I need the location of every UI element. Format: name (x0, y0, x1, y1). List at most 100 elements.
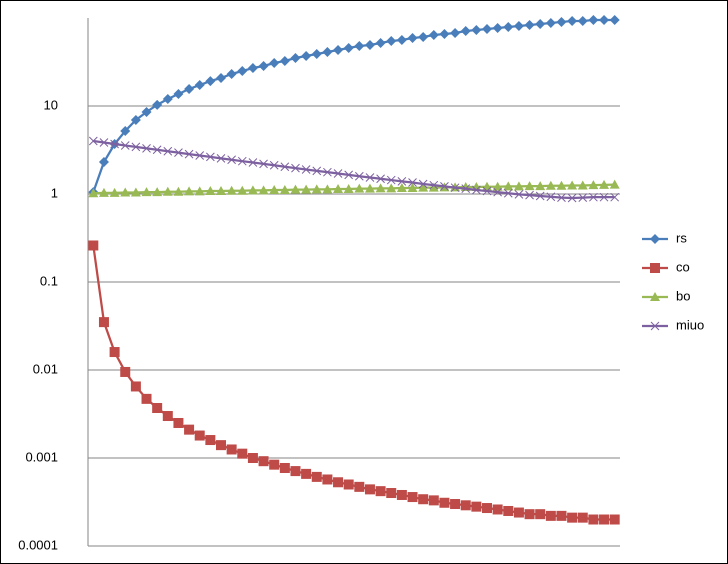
data-point (98, 317, 109, 328)
data-point (322, 474, 333, 485)
legend-label: rs (676, 230, 687, 245)
data-point (247, 63, 258, 74)
data-point (503, 21, 514, 32)
data-point (557, 193, 566, 202)
legend-marker (650, 292, 660, 301)
data-point (545, 18, 556, 29)
data-point (141, 393, 152, 404)
y-tick-label: 10 (44, 97, 58, 112)
data-point (88, 188, 99, 198)
data-point (322, 184, 333, 194)
data-point (333, 477, 344, 488)
data-point (291, 163, 300, 173)
data-point (386, 175, 396, 185)
data-point (386, 488, 397, 499)
data-point (535, 18, 546, 29)
data-point (599, 179, 610, 189)
data-point (567, 180, 578, 190)
data-point (344, 170, 354, 180)
data-point (450, 499, 461, 510)
data-point (503, 505, 514, 516)
data-point (577, 512, 588, 523)
data-point (513, 181, 524, 191)
data-point (110, 139, 119, 149)
data-point (375, 37, 386, 48)
y-tick-label: 0.001 (25, 449, 58, 464)
data-point (418, 179, 428, 189)
data-point (301, 50, 312, 61)
data-point (98, 187, 109, 197)
data-point (259, 159, 268, 169)
data-point (386, 183, 397, 193)
legend-label: co (676, 259, 690, 274)
y-tick-label: 0.1 (40, 273, 58, 288)
data-point (184, 84, 195, 95)
series-line (93, 139, 615, 200)
data-point (184, 186, 195, 196)
data-point (567, 15, 578, 26)
data-point (407, 492, 418, 503)
data-point (333, 44, 344, 55)
data-point (609, 15, 620, 26)
data-point (588, 180, 599, 190)
data-point (556, 16, 567, 27)
data-point (396, 182, 407, 192)
data-point (269, 459, 280, 470)
data-point (205, 76, 216, 87)
data-point (428, 29, 439, 40)
data-point (88, 136, 98, 146)
data-point (375, 183, 386, 193)
data-point (237, 156, 247, 166)
data-point (535, 509, 546, 520)
data-point (577, 15, 588, 26)
data-point (472, 185, 481, 195)
data-point (216, 186, 226, 196)
data-point (609, 179, 620, 189)
data-point (418, 32, 429, 43)
data-point (450, 183, 460, 193)
data-point (279, 55, 290, 66)
data-point (460, 500, 471, 511)
data-point (460, 26, 471, 37)
data-point (343, 183, 354, 193)
data-point (376, 174, 385, 184)
data-point (567, 512, 578, 523)
data-point (131, 142, 141, 152)
data-point (407, 32, 418, 43)
data-point (471, 24, 482, 35)
data-point (513, 507, 524, 518)
y-tick-label: 0.0001 (18, 537, 58, 552)
data-point (290, 184, 301, 194)
data-point (545, 180, 556, 190)
data-point (162, 186, 173, 196)
data-point (323, 167, 332, 177)
data-point (120, 366, 131, 377)
data-point (397, 177, 407, 186)
data-point (98, 157, 109, 168)
data-point (365, 173, 375, 182)
legend-label: bo (676, 288, 690, 303)
data-point (301, 184, 312, 194)
data-point (589, 192, 598, 202)
data-point (258, 456, 269, 467)
data-point (194, 430, 205, 441)
data-point (258, 60, 269, 71)
data-point (269, 58, 280, 69)
data-point (312, 166, 322, 176)
data-point (333, 183, 344, 193)
data-point (439, 28, 450, 39)
data-point (205, 186, 216, 196)
data-point (194, 186, 205, 196)
data-point (184, 424, 195, 435)
data-point (141, 187, 152, 197)
data-point (216, 73, 226, 84)
data-point (396, 35, 407, 46)
data-point (173, 417, 184, 428)
data-point (408, 178, 417, 187)
data-point (152, 402, 163, 413)
data-point (546, 192, 556, 202)
data-point (588, 15, 599, 26)
data-point (205, 435, 216, 446)
data-point (343, 43, 354, 54)
data-point (535, 181, 546, 191)
